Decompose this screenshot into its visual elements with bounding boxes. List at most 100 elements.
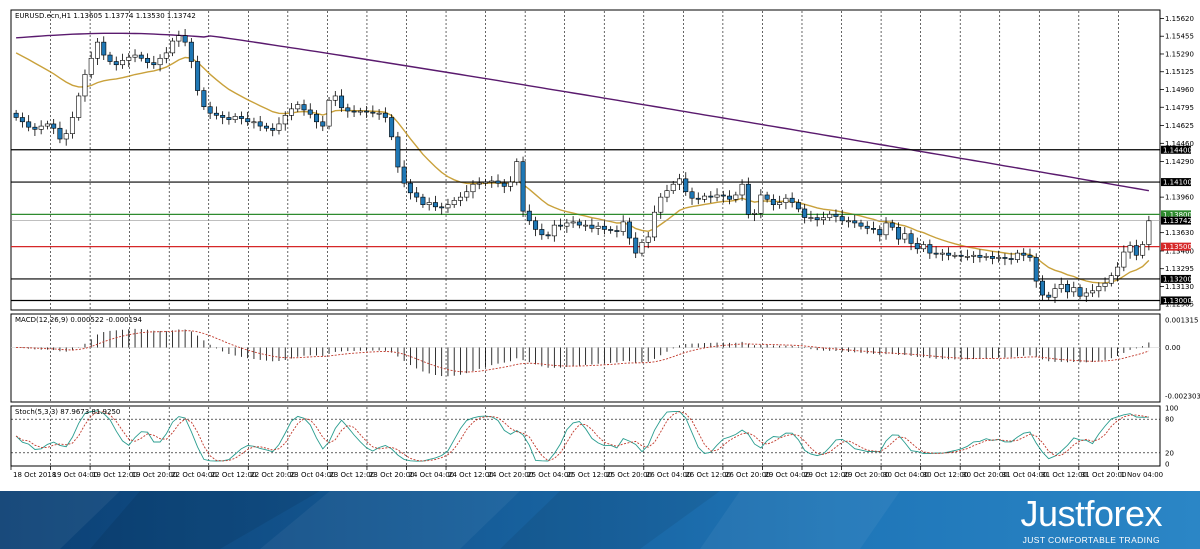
candle-body: [126, 56, 132, 61]
candle-body: [814, 217, 820, 221]
candle-body: [520, 161, 526, 212]
time-label: 22 Oct 12:00: [211, 471, 257, 479]
candle-body: [1039, 280, 1045, 296]
candle-body: [808, 217, 814, 219]
stoch-lines: [15, 410, 1149, 462]
candle-body: [188, 41, 194, 62]
candle-body: [1008, 258, 1014, 260]
candle-body: [871, 228, 876, 230]
macd-axis-label: -0.002303: [1165, 392, 1200, 400]
banner-pattern: [0, 491, 900, 549]
level-label: 1.13500: [1163, 243, 1192, 251]
candle-body: [1027, 254, 1033, 258]
candle-body: [645, 236, 651, 243]
candle-body: [714, 194, 720, 198]
candle-body: [827, 214, 833, 218]
stoch-grid: [11, 407, 1160, 465]
candle-body: [864, 225, 870, 229]
candle-body: [677, 178, 682, 185]
candle-body: [69, 117, 75, 134]
candle-body: [539, 229, 545, 236]
candle-body: [476, 182, 482, 185]
candle-body: [608, 229, 614, 231]
candle-body: [232, 116, 238, 120]
candle-body: [820, 217, 826, 221]
candle-body: [739, 183, 745, 196]
macd-axis-label: 0.001315: [1165, 316, 1198, 324]
candle-body: [689, 191, 695, 199]
candle-body: [708, 195, 714, 198]
candle-body: [908, 233, 914, 244]
candle-body: [451, 200, 457, 205]
time-label: 24 Oct 12:00: [448, 471, 494, 479]
level-label: 1.14100: [1163, 179, 1192, 187]
horizontal-levels: 1.14400 1.14100 1.13800 1.13500 1.13200 1.130…: [11, 145, 1192, 305]
candle-body: [201, 90, 207, 108]
time-label: 24 Oct 20:00: [488, 471, 534, 479]
time-label: 26 Oct 12:00: [685, 471, 731, 479]
candle-body: [1077, 287, 1083, 297]
price-chart-title: EURUSD.ecn,H1 1.13605 1.13774 1.13530 1.…: [15, 12, 196, 20]
candle-body: [1127, 245, 1133, 253]
candle-body: [858, 222, 864, 227]
candle-body: [32, 126, 38, 130]
candle-body: [489, 180, 495, 183]
candle-body: [401, 166, 407, 184]
candle-body: [113, 61, 119, 66]
candle-body: [1052, 288, 1058, 298]
candle-body: [351, 110, 357, 113]
candle-body: [639, 242, 645, 254]
candle-body: [195, 61, 201, 91]
stoch-axis-label: 80: [1165, 416, 1174, 424]
candle-body: [896, 226, 902, 240]
candle-body: [927, 244, 933, 254]
candle-body: [664, 190, 670, 198]
candle-body: [107, 54, 113, 62]
candle-body: [326, 99, 332, 127]
candle-body: [245, 118, 251, 123]
macd-axis-label: 0.00: [1165, 344, 1181, 352]
candle-body: [207, 106, 213, 114]
candle-body: [545, 234, 551, 237]
candle-body: [145, 57, 151, 63]
candle-body: [470, 183, 476, 193]
candle-body: [483, 181, 488, 184]
candle-body: [339, 95, 345, 109]
candle-body: [839, 216, 845, 222]
candle-body: [902, 233, 908, 240]
macd-histogram: [11, 328, 1160, 377]
macd-axis: 0.001315 0.00 -0.002303: [1165, 316, 1200, 400]
stoch-axis-label: 100: [1165, 405, 1178, 413]
time-label: 31 Oct 12:00: [1041, 471, 1087, 479]
candle-body: [1146, 220, 1152, 245]
candle-body: [958, 254, 964, 257]
candle-body: [1121, 251, 1127, 268]
candle-body: [151, 62, 157, 66]
candle-body: [651, 211, 657, 238]
time-label: 23 Oct 04:00: [290, 471, 336, 479]
candle-body: [914, 243, 920, 250]
time-label: 18 Oct 2018: [13, 471, 56, 479]
candle-body: [1058, 284, 1064, 289]
candle-body: [971, 254, 977, 257]
candle-body: [295, 104, 301, 110]
time-label: 26 Oct 20:00: [725, 471, 771, 479]
ma-slow-line: [16, 32, 1150, 192]
candle-body: [120, 60, 126, 66]
price-label: 1.15290: [1165, 50, 1194, 58]
candle-body: [101, 41, 107, 56]
candle-body: [464, 191, 470, 198]
candle-body: [802, 208, 808, 218]
level-tag: [1161, 296, 1191, 305]
stoch-panel: [10, 405, 1161, 467]
candle-body: [301, 104, 307, 111]
current-price-tag: [1161, 216, 1191, 225]
candle-body: [282, 115, 288, 125]
time-label: 19 Oct 04:00: [53, 471, 99, 479]
candle-body: [633, 237, 639, 254]
candle-body: [1071, 287, 1077, 293]
candle-body: [989, 256, 995, 259]
candle-body: [764, 194, 770, 200]
candle-body: [877, 229, 883, 236]
candle-body: [213, 112, 219, 116]
